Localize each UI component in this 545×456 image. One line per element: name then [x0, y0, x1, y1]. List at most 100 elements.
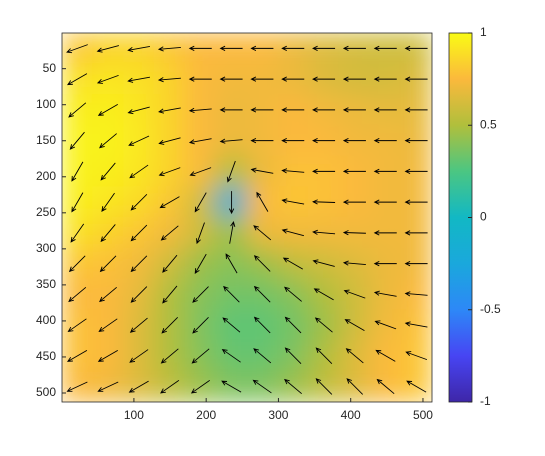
quiver-arrow: [188, 45, 212, 51]
quiver-arrow: [253, 316, 271, 334]
colorbar-tick-label: 0.5: [480, 117, 497, 131]
quiver-arrow: [70, 223, 85, 243]
quiver-arrow: [342, 260, 366, 266]
quiver-arrow: [404, 107, 428, 113]
quiver-arrow: [129, 349, 149, 363]
y-tick-label: 150: [36, 133, 56, 147]
quiver-arrow: [250, 138, 274, 144]
quiver-arrow: [345, 348, 364, 364]
quiver-arrow: [404, 199, 428, 205]
x-tick-label: 100: [124, 408, 144, 422]
quiver-arrow: [99, 255, 117, 273]
quiver-arrow: [373, 76, 397, 82]
quiver-arrow: [130, 286, 148, 303]
quiver-arrow: [130, 255, 148, 273]
quiver-arrow: [281, 107, 305, 113]
y-tick-label: 100: [36, 97, 56, 111]
quiver-arrow: [99, 286, 117, 303]
quiver-arrow: [344, 319, 365, 332]
quiver-arrow: [71, 161, 84, 182]
quiver-arrow: [96, 74, 119, 84]
quiver-arrow: [158, 107, 181, 114]
quiver-arrow: [284, 286, 302, 302]
axes: 100 200 300 400 500 50 100 150 200 250 300 350 400 45…: [36, 25, 501, 422]
quiver-arrow: [71, 192, 84, 213]
quiver-arrow: [229, 221, 236, 244]
quiver-arrow: [160, 379, 180, 394]
heatmap-clip: [62, 33, 432, 402]
quiver-arrow: [342, 168, 366, 174]
y-tick-label: 400: [36, 313, 56, 327]
heatmap: [62, 33, 432, 402]
quiver-arrow: [404, 321, 428, 328]
quiver-arrow: [250, 107, 274, 113]
colorbar-tick-label: -0.5: [480, 302, 501, 316]
quiver-arrow: [190, 379, 211, 394]
quiver-arrow: [100, 224, 116, 243]
quiver-arrow: [96, 45, 119, 53]
quiver-arrow: [250, 76, 274, 82]
quiver-arrow: [226, 160, 236, 183]
colorbar-tick-label: -1: [480, 394, 491, 408]
y-tick-label: 300: [36, 241, 56, 255]
quiver-arrow: [223, 285, 240, 303]
quiver-arrow: [253, 255, 271, 272]
quiver-arrow: [160, 348, 179, 364]
quiver-arrow: [219, 76, 243, 82]
quiver-arrow: [97, 103, 119, 116]
quiver-arrow: [188, 138, 212, 145]
quiver-arrow: [219, 45, 243, 51]
quiver-arrow: [127, 106, 150, 115]
quiver-arrow: [312, 138, 336, 144]
quiver-arrow: [376, 378, 395, 395]
quiver-arrow: [281, 198, 305, 205]
quiver-arrow: [405, 351, 428, 361]
quiver-arrow: [281, 45, 305, 51]
quiver-arrow: [188, 76, 212, 82]
quiver-arrow: [406, 380, 427, 393]
quiver-arrow: [191, 348, 210, 364]
quiver-arrow: [312, 76, 336, 82]
quiver-arrow: [404, 291, 428, 297]
quiver-arrow: [253, 348, 272, 364]
colorbar-tick-label: 1: [480, 25, 487, 39]
quiver-arrow: [281, 168, 305, 174]
quiver-arrow: [284, 316, 302, 334]
quiver-arrow: [130, 224, 148, 242]
quiver-arrow: [342, 230, 366, 236]
quiver-arrow: [342, 107, 366, 113]
quiver-arrow: [160, 225, 179, 241]
quiver: [66, 44, 428, 395]
quiver-arrow: [374, 320, 397, 330]
quiver-arrow: [189, 167, 212, 177]
quiver-arrow: [250, 45, 274, 51]
quiver-arrow: [373, 138, 397, 144]
quiver-arrow: [159, 196, 180, 209]
quiver-arrow: [373, 45, 397, 51]
x-tick-label: 500: [413, 408, 433, 422]
quiver-arrow: [315, 378, 333, 395]
quiver-arrow: [66, 44, 88, 54]
y-tick-label: 50: [43, 61, 57, 75]
quiver-arrow: [342, 138, 366, 144]
quiver-arrow: [129, 164, 149, 179]
quiver-arrow: [194, 192, 207, 213]
quiver-arrow: [404, 138, 428, 144]
quiver-arrow: [313, 288, 334, 301]
quiver-arrow: [312, 45, 336, 51]
quiver-arrow: [404, 261, 428, 267]
quiver-arrow: [162, 254, 178, 273]
quiver-arrow: [373, 168, 397, 174]
quiver-arrow: [97, 349, 119, 362]
quiver-arrow: [281, 76, 305, 82]
quiver-arrow: [373, 199, 397, 205]
quiver-arrow: [157, 77, 181, 83]
quiver-arrow: [68, 255, 86, 273]
colorbar-tick-label: 0: [480, 210, 487, 224]
quiver-arrow: [68, 286, 87, 303]
y-tick-label: 350: [36, 277, 56, 291]
quiver-arrow: [222, 317, 241, 333]
quiver-arrow: [229, 191, 235, 215]
quiver-arrow: [375, 349, 396, 362]
